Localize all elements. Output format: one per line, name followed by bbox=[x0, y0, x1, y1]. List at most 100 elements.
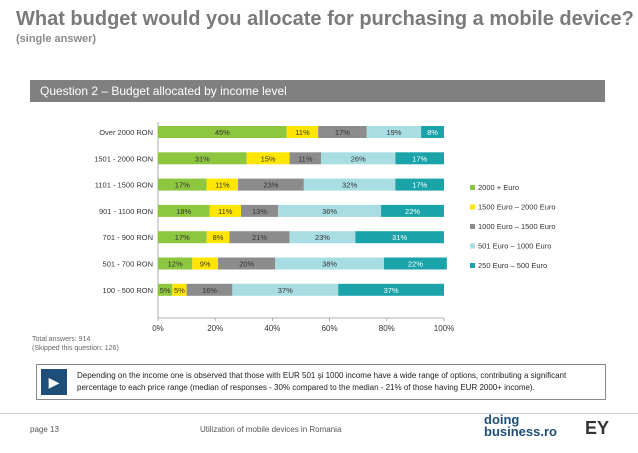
x-tick-label: 0% bbox=[152, 324, 164, 333]
bar-segment bbox=[206, 231, 230, 244]
data-label: 17% bbox=[412, 154, 427, 163]
bar-segment bbox=[158, 283, 173, 296]
data-label: 38% bbox=[322, 260, 337, 269]
page-subtitle: (single answer) bbox=[16, 33, 97, 45]
data-label: 37% bbox=[384, 286, 399, 295]
insight-text: Depending on the income one is observed … bbox=[77, 371, 567, 392]
doingbusiness-logo: doing business.ro bbox=[484, 412, 557, 439]
data-label: 17% bbox=[335, 128, 350, 137]
category-label: Over 2000 RON bbox=[99, 128, 153, 137]
skipped-answers: (Skipped this question: 126) bbox=[32, 345, 119, 352]
bar-segment bbox=[338, 283, 444, 296]
data-label: 20% bbox=[239, 260, 254, 269]
data-label: 17% bbox=[175, 181, 190, 190]
legend-swatch bbox=[470, 224, 475, 229]
data-label: 12% bbox=[168, 260, 183, 269]
bar-segment bbox=[158, 152, 247, 165]
data-label: 23% bbox=[263, 181, 278, 190]
legend-swatch bbox=[470, 243, 475, 249]
bar-segment bbox=[158, 204, 210, 217]
data-label: 26% bbox=[351, 154, 366, 163]
page-number: page 13 bbox=[30, 425, 59, 434]
bar-segment bbox=[321, 152, 396, 165]
bar-segment bbox=[232, 283, 339, 296]
bar-segment bbox=[229, 231, 290, 244]
x-tick-label: 60% bbox=[322, 324, 338, 333]
data-label: 36% bbox=[322, 207, 337, 216]
play-arrow-icon: ▶ bbox=[41, 369, 67, 395]
bar-segment bbox=[366, 126, 422, 138]
data-label: 8% bbox=[213, 233, 224, 242]
bar-segment bbox=[158, 257, 193, 270]
data-label: 37% bbox=[278, 286, 293, 295]
bar-segment bbox=[158, 231, 207, 244]
data-label: 13% bbox=[252, 207, 267, 216]
footer-divider bbox=[0, 413, 638, 414]
bar-segment bbox=[421, 126, 444, 138]
logo-line-1: doing bbox=[484, 412, 520, 427]
data-label: 5% bbox=[174, 286, 185, 295]
category-label: 901 - 1100 RON bbox=[99, 207, 153, 216]
legend-swatch bbox=[470, 204, 475, 210]
page-title: What budget would you allocate for purch… bbox=[16, 8, 634, 30]
bar-segment bbox=[395, 152, 444, 165]
category-label: 501 - 700 RON bbox=[103, 260, 153, 269]
data-label: 5% bbox=[160, 286, 171, 295]
question-header: Question 2 – Budget allocated by income … bbox=[30, 80, 605, 102]
category-label: 1101 - 1500 RON bbox=[95, 181, 153, 190]
category-label: 701 - 900 RON bbox=[103, 233, 153, 242]
bar-segment bbox=[238, 178, 304, 191]
data-label: 11% bbox=[295, 128, 310, 137]
x-tick-label: 100% bbox=[434, 324, 454, 333]
bar-segment bbox=[186, 283, 233, 296]
data-label: 11% bbox=[215, 181, 230, 190]
bar-segment bbox=[355, 231, 444, 244]
legend-label: 501 Euro – 1000 Euro bbox=[478, 242, 551, 251]
bar-segment bbox=[286, 126, 319, 138]
bar-segment bbox=[395, 178, 444, 191]
data-label: 31% bbox=[195, 154, 210, 163]
data-label: 17% bbox=[175, 233, 190, 242]
category-label: 1501 - 2000 RON bbox=[94, 154, 153, 163]
bar-segment bbox=[209, 204, 241, 217]
data-label: 17% bbox=[412, 181, 427, 190]
data-label: 15% bbox=[261, 154, 276, 163]
data-label: 21% bbox=[252, 233, 267, 242]
bar-segment bbox=[381, 204, 444, 217]
legend-label: 1500 Euro – 2000 Euro bbox=[478, 203, 556, 212]
legend-swatch bbox=[470, 263, 475, 268]
data-label: 11% bbox=[218, 207, 233, 216]
bar-segment bbox=[275, 257, 384, 270]
ey-logo: EY bbox=[585, 418, 610, 438]
total-answers: Total answers: 914 bbox=[32, 336, 91, 343]
data-label: 18% bbox=[176, 207, 191, 216]
footer-caption: Utilization of mobile devices in Romania bbox=[200, 425, 342, 434]
answer-notes: Total answers: 914 (Skipped this questio… bbox=[32, 335, 119, 353]
bar-segment bbox=[192, 257, 219, 270]
logo-line-2: business.ro bbox=[484, 424, 557, 439]
insight-box: ▶ Depending on the income one is observe… bbox=[36, 364, 606, 400]
data-label: 22% bbox=[405, 207, 420, 216]
legend-label: 2000 + Euro bbox=[478, 183, 519, 192]
bar-segment bbox=[158, 126, 287, 138]
bar-segment bbox=[206, 178, 239, 191]
x-tick-label: 40% bbox=[264, 324, 280, 333]
data-label: 22% bbox=[408, 260, 423, 269]
x-tick-label: 20% bbox=[207, 324, 223, 333]
bar-segment bbox=[303, 178, 396, 191]
data-label: 23% bbox=[315, 233, 330, 242]
data-label: 45% bbox=[215, 128, 230, 137]
bar-segment bbox=[218, 257, 276, 270]
legend-swatch bbox=[470, 185, 475, 190]
bar-segment bbox=[240, 204, 279, 217]
bar-segment bbox=[278, 204, 382, 217]
bar-segment bbox=[383, 257, 447, 270]
bar-segment bbox=[289, 231, 356, 244]
bar-segment bbox=[172, 283, 187, 296]
data-label: 32% bbox=[342, 181, 357, 190]
data-label: 16% bbox=[202, 286, 217, 295]
data-label: 8% bbox=[427, 128, 438, 137]
data-label: 31% bbox=[392, 233, 407, 242]
legend-label: 250 Euro – 500 Euro bbox=[478, 261, 547, 270]
